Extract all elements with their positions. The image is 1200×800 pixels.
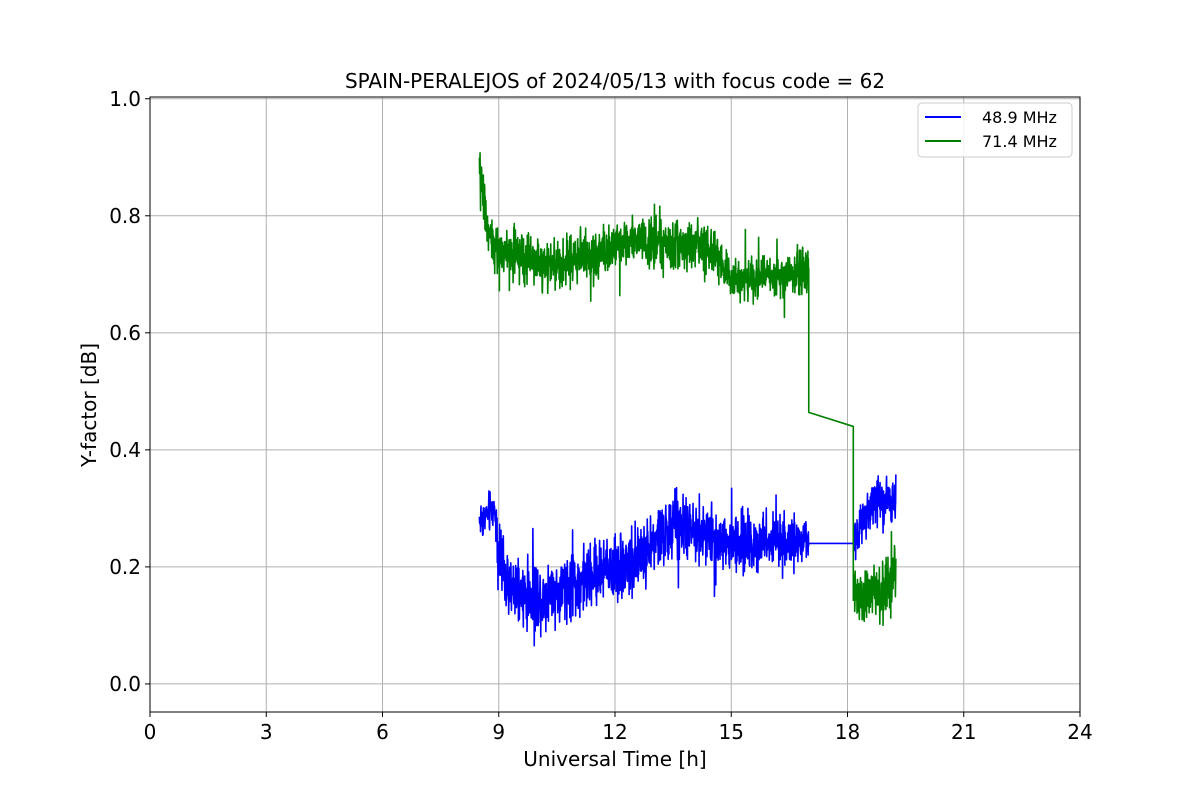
legend-label-48-9-mhz: 48.9 MHz (982, 108, 1057, 127)
x-axis-title: Universal Time [h] (523, 747, 706, 771)
y-tick-label: 0.4 (109, 438, 141, 462)
x-tick-label: 0 (144, 720, 157, 744)
x-tick-label: 15 (719, 720, 744, 744)
series-48-9-mhz (478, 474, 897, 647)
y-tick-label: 0.8 (109, 204, 141, 228)
y-tick-label: 0.2 (109, 555, 141, 579)
y-tick-label: 0.6 (109, 321, 141, 345)
x-tick-label: 12 (602, 720, 627, 744)
x-tick-label: 24 (1067, 720, 1092, 744)
y-tick-label: 1.0 (109, 87, 141, 111)
y-axis: 0.0 0.2 0.4 0.6 0.8 1.0 (109, 87, 150, 696)
series-71-4-mhz (478, 151, 897, 627)
series-line (478, 474, 897, 647)
chart-title: SPAIN-PERALEJOS of 2024/05/13 with focus… (345, 69, 885, 93)
x-axis: 0 3 6 9 12 15 18 21 24 (144, 712, 1093, 744)
x-tick-label: 21 (951, 720, 976, 744)
x-tick-label: 6 (376, 720, 389, 744)
x-tick-label: 9 (492, 720, 505, 744)
series-line (478, 151, 897, 627)
y-tick-label: 0.0 (109, 672, 141, 696)
x-tick-label: 3 (260, 720, 273, 744)
y-axis-title: Y-factor [dB] (77, 343, 101, 468)
x-tick-label: 18 (835, 720, 860, 744)
legend-label-71-4-mhz: 71.4 MHz (982, 132, 1057, 151)
plot-area (478, 151, 897, 647)
legend: 48.9 MHz 71.4 MHz (917, 102, 1073, 158)
